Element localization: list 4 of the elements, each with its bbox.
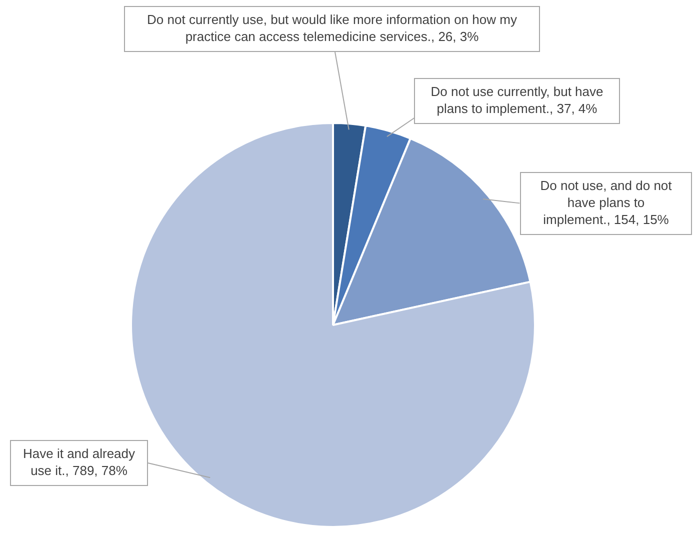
slice-label: Do not currently use, but would like more information on how my practice can access telemedicine services., 26, 3% [147, 12, 518, 44]
slice-label: Have it and already use it., 789, 78% [22, 446, 136, 478]
slice-label: Do not use, and do not have plans to implement., 154, 15% [540, 178, 672, 228]
slice-label: Do not use currently, but have plans to implement., 37, 4% [430, 84, 604, 116]
